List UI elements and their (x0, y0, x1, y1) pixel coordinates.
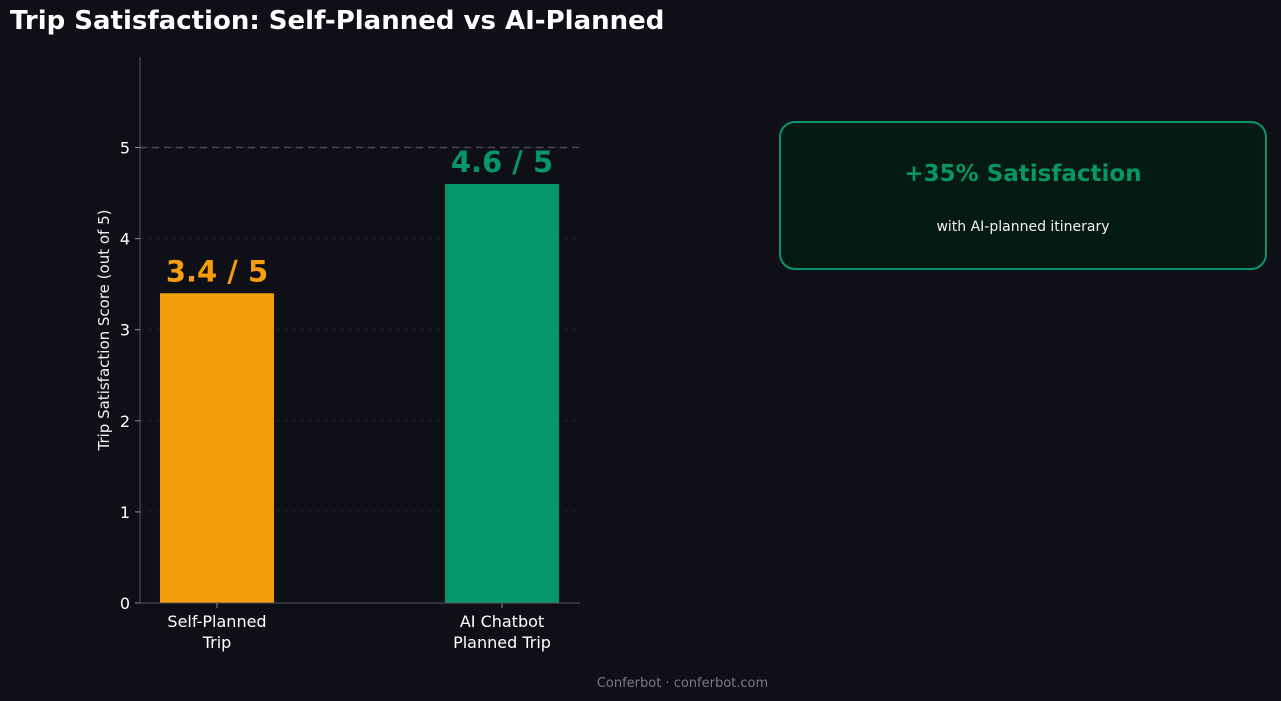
satisfaction-callout: +35% Satisfaction with AI-planned itiner… (779, 121, 1267, 270)
y-tick-label: 4 (120, 230, 130, 249)
y-axis-title: Trip Satisfaction Score (out of 5) (95, 210, 113, 452)
bar-value-label: 3.4 / 5 (166, 254, 268, 288)
callout-subtext: with AI-planned itinerary (936, 219, 1110, 235)
y-tick-label: 5 (120, 139, 130, 158)
chart-title: Trip Satisfaction: Self-Planned vs AI-Pl… (10, 6, 665, 36)
footer-credit: Conferbot · conferbot.com (596, 676, 769, 691)
bar-chart: 3.4 / 5 4.6 / 5 0 1 2 3 4 5 Self-Planned Trip AI C… (95, 57, 580, 652)
y-tick-label: 1 (120, 503, 130, 522)
y-tick-label: 0 (120, 594, 130, 613)
x-tick-label: AI Chatbot Planned Trip (453, 612, 551, 652)
bar (445, 183, 559, 603)
x-tick-label: Self-Planned Trip (167, 612, 266, 652)
y-tick-label: 2 (120, 412, 130, 431)
bar (160, 293, 274, 603)
bar-value-label: 4.6 / 5 (451, 145, 553, 179)
y-tick-label: 3 (120, 321, 130, 340)
callout-headline: +35% Satisfaction (904, 161, 1142, 187)
